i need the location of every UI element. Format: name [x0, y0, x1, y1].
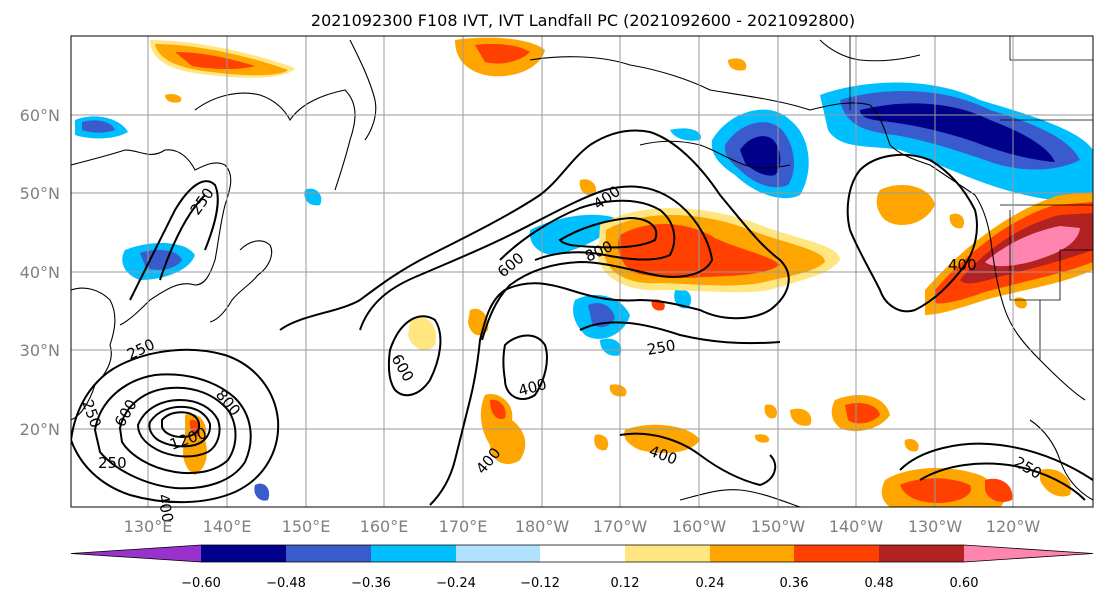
contour-label: 250 — [98, 454, 127, 472]
lon-tick-label: 160°E — [360, 517, 409, 536]
map-panel: 250 400 600 800 600 400 250 400 250 250 … — [20, 35, 1094, 536]
colorbar-tick-label: −0.48 — [266, 576, 306, 591]
lon-tick-label: 130°E — [124, 517, 173, 536]
colorbar-swatch — [964, 545, 1093, 562]
colorbar-swatch — [286, 545, 371, 562]
coastlines — [71, 39, 1093, 507]
positive-pc-shading — [150, 37, 1093, 507]
longitude-ticks: 130°E 140°E 150°E 160°E 170°E 180°W 170°… — [124, 517, 1041, 536]
map-frame — [70, 35, 1094, 508]
lat-tick-label: 40°N — [20, 263, 60, 282]
colorbar-tick-label: 0.60 — [950, 576, 979, 591]
colorbar-swatch — [710, 545, 794, 562]
lon-tick-label: 170°W — [593, 517, 648, 536]
colorbar-swatches — [70, 544, 1094, 563]
colorbar-swatch — [794, 545, 879, 562]
colorbar-tick-label: 0.12 — [611, 576, 640, 591]
colorbar-tick-label: −0.24 — [436, 576, 476, 591]
colorbar-swatch — [71, 545, 201, 562]
colorbar-outline — [70, 544, 1094, 563]
figure-title: 2021092300 F108 IVT, IVT Landfall PC (20… — [311, 11, 855, 30]
lon-tick-label: 170°E — [439, 517, 488, 536]
graticule — [71, 36, 1093, 507]
ivt-contours — [71, 129, 1093, 506]
lon-tick-label: 120°W — [986, 517, 1041, 536]
colorbar: −0.60 −0.48 −0.36 −0.24 −0.12 0.12 0.24 … — [70, 544, 1094, 591]
colorbar-swatch — [540, 545, 625, 562]
lon-tick-label: 140°W — [829, 517, 884, 536]
colorbar-swatch — [625, 545, 710, 562]
colorbar-swatch — [879, 545, 964, 562]
latitude-ticks: 60°N 50°N 40°N 30°N 20°N — [20, 106, 60, 439]
lon-tick-label: 140°E — [203, 517, 252, 536]
colorbar-tick-label: 0.36 — [780, 576, 809, 591]
colorbar-labels: −0.60 −0.48 −0.36 −0.24 −0.12 0.12 0.24 … — [181, 576, 978, 591]
colorbar-swatch — [371, 545, 456, 562]
lon-tick-label: 150°E — [282, 517, 331, 536]
contour-label: 400 — [948, 256, 977, 274]
contour-label: 250 — [646, 336, 677, 359]
lat-tick-label: 20°N — [20, 420, 60, 439]
negative-pc-shading — [75, 82, 1093, 501]
colorbar-swatch — [456, 545, 540, 562]
lat-tick-label: 50°N — [20, 184, 60, 203]
colorbar-tick-label: −0.36 — [351, 576, 391, 591]
colorbar-tick-label: 0.24 — [696, 576, 725, 591]
contour-label: 400 — [154, 493, 177, 524]
colorbar-swatch — [201, 545, 286, 562]
lon-tick-label: 150°W — [751, 517, 806, 536]
colorbar-tick-label: 0.48 — [865, 576, 894, 591]
lon-tick-label: 160°W — [672, 517, 727, 536]
colorbar-tick-label: −0.60 — [181, 576, 221, 591]
lon-tick-label: 130°W — [908, 517, 963, 536]
colorbar-tick-label: −0.12 — [520, 576, 560, 591]
lon-tick-label: 180°W — [515, 517, 570, 536]
lat-tick-label: 60°N — [20, 106, 60, 125]
lat-tick-label: 30°N — [20, 341, 60, 360]
